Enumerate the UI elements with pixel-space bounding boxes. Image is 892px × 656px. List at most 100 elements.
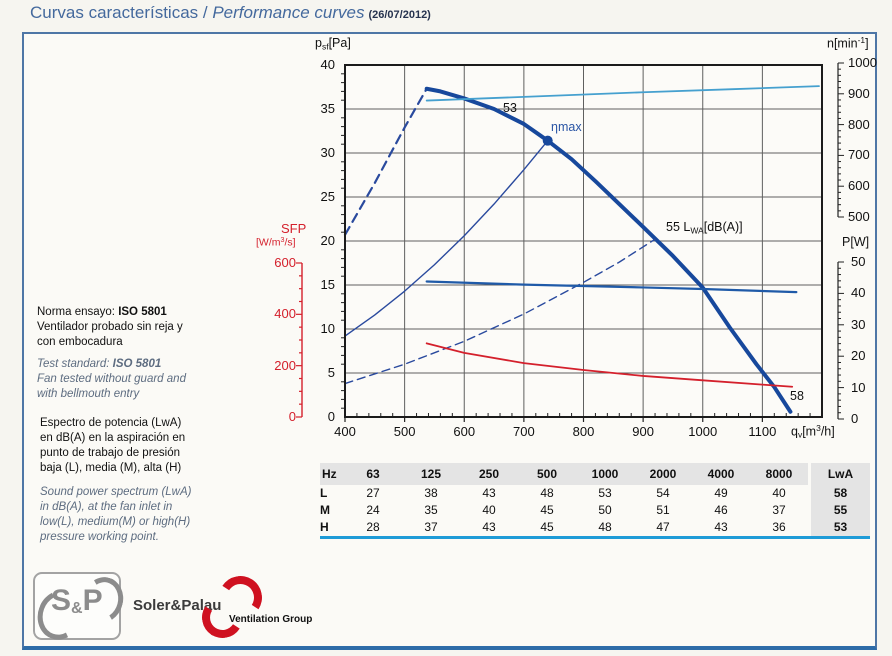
curve-system-line-medium — [344, 238, 656, 385]
pressure-axis-title: psf[Pa] — [315, 36, 351, 52]
brand-group-label: Ventilation Group — [229, 614, 313, 625]
sfp-tick: 600 — [274, 255, 296, 270]
flow-tick: 800 — [572, 424, 595, 439]
pressure-tick: 10 — [320, 321, 335, 336]
table-header-cell: LwA — [808, 463, 870, 485]
label-low-pressure-point: 58 — [790, 389, 804, 403]
curve-speed — [425, 85, 820, 102]
curve-pressure — [424, 86, 793, 414]
speed-tick: 600 — [848, 178, 870, 194]
note-line: Espectro de potencia (LwA) — [40, 417, 182, 429]
note-sound-spectrum-en: Sound power spectrum (LwA) in dB(A), at t… — [40, 485, 280, 545]
curve-sfp — [425, 342, 794, 388]
speed-axis-title: n[min-1] — [827, 35, 869, 51]
table-value-cell: 37 — [424, 520, 438, 534]
speed-tick: 1000 — [848, 55, 877, 70]
table-value-cell: 48 — [598, 520, 612, 534]
title-english: Performance curves — [212, 3, 365, 22]
table-value-cell: 24 — [366, 503, 380, 517]
sfp-tick: 200 — [274, 357, 296, 373]
table-header-cell: 1000 — [576, 463, 634, 485]
table-lwa-cell: 58 — [808, 485, 870, 502]
table-header-cell: 4000 — [692, 463, 750, 485]
table-header-cell: 2000 — [634, 463, 692, 485]
table-value-cell: 49 — [714, 486, 728, 500]
pressure-tick: 20 — [320, 233, 335, 248]
note-line: Ventilador probado sin reja y — [37, 321, 183, 333]
table-header-cell: 500 — [518, 463, 576, 485]
brand-name: Soler&Palau — [133, 597, 222, 614]
speed-tick: 800 — [848, 116, 870, 132]
table-value-cell: 45 — [540, 520, 554, 534]
flow-tick: 1100 — [748, 424, 777, 439]
curve-power — [425, 280, 798, 294]
sp-logo: S&P — [30, 572, 129, 647]
table-value-cell: 43 — [482, 486, 496, 500]
note-sound-spectrum-es: Espectro de potencia (LwA) en dB(A) en la… — [40, 416, 280, 476]
power-tick: 10 — [851, 379, 866, 395]
sp-logo-text: S&P — [51, 584, 103, 617]
table-underline — [320, 536, 870, 539]
power-tick: 50 — [851, 254, 866, 269]
speed-tick: 700 — [848, 147, 870, 163]
note-test-standard-es: Norma ensayo: ISO 5801 Ventilador probad… — [37, 305, 277, 350]
table-value-cell: 53 — [598, 486, 612, 500]
flow-tick: 1000 — [688, 424, 718, 439]
note-line: baja (L), media (M), alta (H) — [40, 462, 182, 474]
note-line: Sound power spectrum (LwA) — [40, 486, 192, 498]
table-header-cell: Hz — [320, 463, 344, 485]
performance-chart — [296, 62, 844, 422]
sfp-tick: 400 — [274, 306, 296, 322]
note-test-standard-en: Test standard: ISO 5801 Fan tested witho… — [37, 357, 277, 402]
sfp-axis-title: SFP — [281, 221, 307, 236]
pressure-tick: 0 — [327, 409, 335, 424]
table-value-cell: 45 — [540, 503, 554, 517]
note-line: pressure working point. — [40, 531, 159, 543]
table-lwa-cell: 55 — [808, 502, 870, 519]
table-value-cell: 35 — [424, 503, 438, 517]
label-high-pressure-point: 53 — [503, 101, 517, 115]
table-value-cell: 46 — [714, 503, 728, 517]
title-date: (26/07/2012) — [368, 9, 431, 21]
table-value-cell: 43 — [482, 520, 496, 534]
pressure-tick: 40 — [320, 57, 335, 72]
table-value-cell: 40 — [482, 503, 496, 517]
pressure-tick: 25 — [320, 189, 335, 204]
speed-tick: 500 — [848, 209, 870, 224]
flow-tick: 600 — [453, 424, 476, 439]
flow-tick: 900 — [632, 424, 654, 439]
pressure-tick: 15 — [320, 277, 335, 292]
table-header-cell: 8000 — [750, 463, 808, 485]
table-value-cell: 48 — [540, 486, 554, 500]
note-line: with bellmouth entry — [37, 388, 140, 400]
title-spanish: Curvas características — [30, 3, 199, 22]
curve-pressure-unstable — [343, 87, 428, 236]
power-tick: 30 — [851, 316, 866, 332]
table-row-label: L — [320, 486, 328, 500]
speed-tick: 900 — [848, 85, 870, 101]
flow-tick: 400 — [334, 424, 356, 439]
table-value-cell: 37 — [772, 503, 786, 517]
flow-axis-title: qv[m3/h] — [791, 423, 835, 440]
table-value-cell: 47 — [656, 520, 670, 534]
note-line: punto de trabajo de presión — [40, 447, 181, 459]
table-row-label: M — [320, 503, 330, 517]
table-value-cell: 36 — [772, 520, 786, 534]
note-line: Fan tested without guard and — [37, 373, 186, 385]
table-value-cell: 54 — [656, 486, 670, 500]
table-value-cell: 51 — [656, 503, 670, 517]
note-line: in dB(A), at the fan inlet in — [40, 501, 173, 513]
note-line: en dB(A) en la aspiración en — [40, 432, 186, 444]
sfp-tick: 0 — [288, 409, 296, 424]
sound-power-table: Hz 63 125 250 500 1000 2000 4000 8000 LwA L 27 38 43 4… — [320, 463, 870, 536]
flow-tick: 500 — [393, 424, 416, 439]
title-separator: / — [198, 3, 213, 22]
table-header-cell: 250 — [460, 463, 518, 485]
table-header-cell: 125 — [402, 463, 460, 485]
power-tick: 40 — [851, 285, 866, 301]
label-bep-point: ηmax — [551, 120, 582, 134]
table-header-cell: 63 — [344, 463, 402, 485]
page-title: Curvas características / Performance cur… — [30, 3, 431, 23]
note-line: low(L), medium(M) or high(H) — [40, 516, 191, 528]
